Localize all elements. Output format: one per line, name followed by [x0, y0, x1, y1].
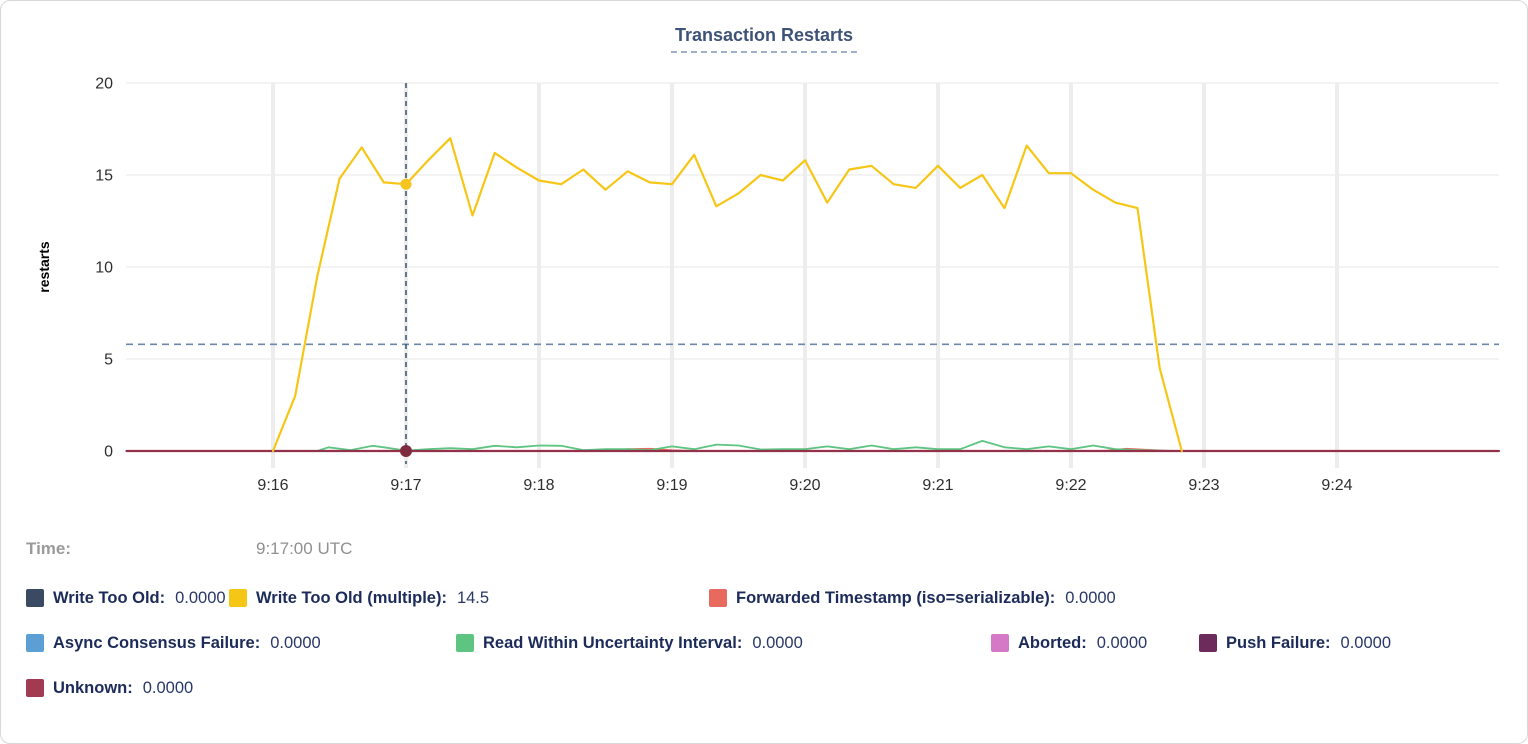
legend-value: 0.0000 [752, 633, 803, 652]
legend-swatch-async-consensus-failure [26, 634, 44, 652]
hover-dot-unknown [400, 445, 412, 457]
series-read-within-uncertainty-interval [316, 439, 1183, 452]
x-tick-label: 9:21 [922, 477, 953, 494]
legend-item-push-failure: Push Failure: 0.0000 [1199, 632, 1391, 654]
legend-value: 0.0000 [1096, 633, 1148, 652]
time-value: 9:17:00 UTC [256, 539, 353, 558]
legend-label: Unknown: [53, 678, 133, 697]
legend-item-async-consensus-failure: Async Consensus Failure: 0.0000 [26, 632, 321, 654]
legend-value: 0.0000 [175, 588, 226, 607]
legend-label: Read Within Uncertainty Interval: [483, 633, 743, 652]
x-tick-label: 9:24 [1321, 477, 1352, 494]
legend-value: 0.0000 [270, 633, 321, 652]
legend-swatch-unknown [26, 679, 44, 697]
legend-swatch-write-too-old-multiple [229, 589, 247, 607]
legend-label: Push Failure: [1226, 633, 1331, 652]
legend-item-write-too-old: Write Too Old: 0.0000 [26, 587, 226, 609]
y-tick-label: 0 [104, 444, 113, 461]
y-tick-label: 15 [95, 168, 113, 185]
legend-swatch-push-failure [1199, 634, 1217, 652]
x-tick-label: 9:18 [523, 477, 554, 494]
legend-value: 14.5 [456, 588, 490, 607]
y-tick-label: 20 [95, 76, 113, 93]
x-tick-label: 9:19 [656, 477, 687, 494]
x-tick-label: 9:23 [1188, 477, 1219, 494]
hover-dot-write-too-old-multiple [400, 178, 412, 190]
legend-item-read-within-uncertainty-interval: Read Within Uncertainty Interval: 0.0000 [456, 632, 803, 654]
transaction-restarts-chart[interactable]: 0 5 10 15 20 9:16 9:17 9:18 9:19 9:20 9:21 9:22 9:23… [1, 1, 1528, 516]
x-tick-label: 9:22 [1055, 477, 1086, 494]
legend-value: 0.0000 [1340, 633, 1391, 652]
legend-swatch-forwarded-timestamp [709, 589, 727, 607]
hover-time-row: Time: 9:17:00 UTC [1, 539, 1527, 563]
y-tick-label: 10 [95, 260, 113, 277]
legend-label: Async Consensus Failure: [53, 633, 261, 652]
legend-item-write-too-old-multiple: Write Too Old (multiple): 14.5 [229, 587, 489, 609]
legend-swatch-read-within-uncertainty-interval [456, 634, 474, 652]
chart-title: Transaction Restarts [670, 25, 858, 53]
legend-item-forwarded-timestamp: Forwarded Timestamp (iso=serializable): 0… [709, 587, 1116, 609]
legend-label: Write Too Old (multiple): [256, 588, 447, 607]
y-axis-label: restarts [36, 241, 52, 293]
legend-value: 0.0000 [1065, 588, 1116, 607]
y-tick-label: 5 [104, 352, 113, 369]
legend-swatch-write-too-old [26, 589, 44, 607]
legend-value: 0.0000 [142, 678, 194, 697]
legend-item-aborted: Aborted: 0.0000 [991, 632, 1147, 654]
series-write-too-old-multiple [271, 137, 1183, 453]
x-tick-label: 9:16 [257, 477, 288, 494]
x-tick-label: 9:17 [390, 477, 421, 494]
legend-label: Aborted: [1018, 633, 1087, 652]
time-label: Time: [26, 539, 72, 558]
legend-swatch-aborted [991, 634, 1009, 652]
x-tick-label: 9:20 [789, 477, 820, 494]
legend-item-unknown: Unknown: 0.0000 [26, 677, 193, 699]
legend-label: Write Too Old: [53, 588, 166, 607]
legend-label: Forwarded Timestamp (iso=serializable): [736, 588, 1056, 607]
